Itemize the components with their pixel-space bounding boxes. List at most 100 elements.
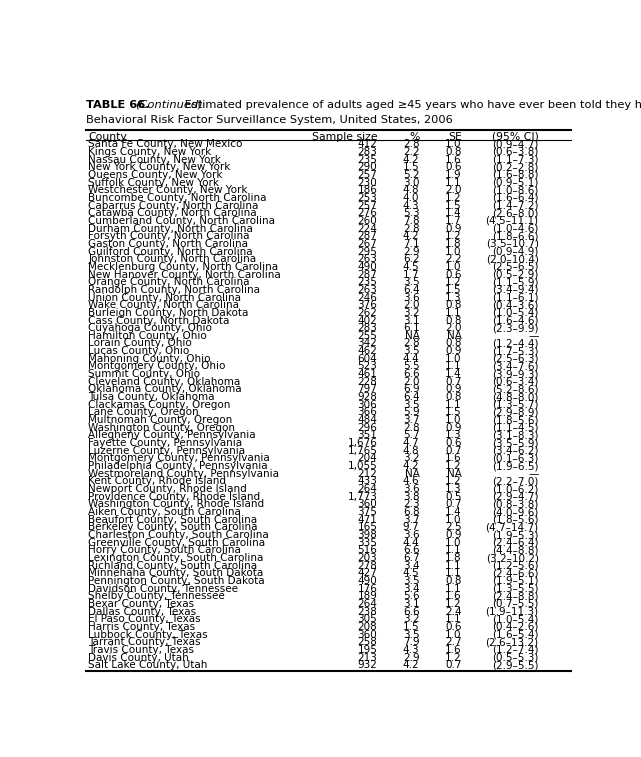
Text: 402: 402: [358, 316, 377, 326]
Text: Harris County, Texas: Harris County, Texas: [88, 622, 196, 632]
Text: (2.2–7.0): (2.2–7.0): [492, 476, 538, 487]
Text: (2.3–9.9): (2.3–9.9): [492, 323, 538, 333]
Text: Providence County, Rhode Island: Providence County, Rhode Island: [88, 492, 260, 502]
Text: Clackamas County, Oregon: Clackamas County, Oregon: [88, 400, 231, 410]
Text: 283: 283: [357, 147, 377, 157]
Text: (0.6–3.4): (0.6–3.4): [492, 377, 538, 387]
Text: 6.6: 6.6: [403, 369, 419, 379]
Text: 376: 376: [357, 301, 377, 310]
Text: Sample size: Sample size: [312, 132, 377, 142]
Text: (0.1–6.3): (0.1–6.3): [492, 453, 538, 463]
Text: (1.8–5.6): (1.8–5.6): [492, 415, 538, 425]
Text: 1.7: 1.7: [403, 269, 419, 279]
Text: NA: NA: [404, 469, 419, 478]
Text: Dallas County, Texas: Dallas County, Texas: [88, 606, 196, 617]
Text: (0.4–3.6): (0.4–3.6): [492, 301, 538, 310]
Text: 3.6: 3.6: [403, 292, 419, 303]
Text: 263: 263: [357, 254, 377, 264]
Text: 1.8: 1.8: [445, 239, 462, 249]
Text: (0.4–2.6): (0.4–2.6): [492, 622, 538, 632]
Text: 1.2: 1.2: [445, 277, 462, 287]
Text: Cleveland County, Oklahoma: Cleveland County, Oklahoma: [88, 377, 240, 387]
Text: 1.1: 1.1: [445, 178, 462, 188]
Text: 212: 212: [357, 469, 377, 478]
Text: (2.9–4.7): (2.9–4.7): [492, 492, 538, 502]
Text: SE: SE: [448, 132, 462, 142]
Text: 2.8: 2.8: [403, 422, 419, 433]
Text: Kings County, New York: Kings County, New York: [88, 147, 212, 157]
Text: 0.9: 0.9: [445, 530, 462, 540]
Text: 433: 433: [357, 476, 377, 487]
Text: 1.2: 1.2: [445, 193, 462, 203]
Text: (1.0–8.6): (1.0–8.6): [492, 185, 538, 195]
Text: 398: 398: [357, 530, 377, 540]
Text: (2.4–6.4): (2.4–6.4): [492, 537, 538, 547]
Text: Tulsa County, Oklahoma: Tulsa County, Oklahoma: [88, 392, 215, 402]
Text: Shelby County, Tennessee: Shelby County, Tennessee: [88, 591, 225, 601]
Text: El Paso County, Texas: El Paso County, Texas: [88, 614, 201, 625]
Text: 4.2: 4.2: [403, 154, 419, 164]
Text: 3.6: 3.6: [403, 530, 419, 540]
Text: 1.3: 1.3: [445, 431, 462, 441]
Text: 228: 228: [357, 377, 377, 387]
Text: 1,055: 1,055: [347, 461, 377, 471]
Text: 238: 238: [357, 606, 377, 617]
Text: 2.2: 2.2: [445, 254, 462, 264]
Text: 257: 257: [357, 201, 377, 210]
Text: Suffolk County, New York: Suffolk County, New York: [88, 178, 219, 188]
Text: (1.9–5.3): (1.9–5.3): [492, 530, 538, 540]
Text: 797: 797: [357, 385, 377, 394]
Text: 0.9: 0.9: [445, 422, 462, 433]
Text: (2.4–6.6): (2.4–6.6): [492, 569, 538, 578]
Text: (1.0–5.4): (1.0–5.4): [492, 614, 538, 625]
Text: 1.9: 1.9: [445, 170, 462, 180]
Text: (95% CI): (95% CI): [492, 132, 538, 142]
Text: Newport County, Rhode Island: Newport County, Rhode Island: [88, 484, 247, 494]
Text: Gaston County, North Carolina: Gaston County, North Carolina: [88, 239, 248, 249]
Text: (0.6–3.8): (0.6–3.8): [492, 147, 538, 157]
Text: 1.0: 1.0: [445, 537, 462, 547]
Text: 1.4: 1.4: [445, 208, 462, 218]
Text: 4.0: 4.0: [403, 193, 419, 203]
Text: (1.2–5.6): (1.2–5.6): [492, 561, 538, 571]
Text: 1.6: 1.6: [445, 645, 462, 655]
Text: 0.7: 0.7: [445, 660, 462, 670]
Text: 523: 523: [357, 362, 377, 372]
Text: Richland County, South Carolina: Richland County, South Carolina: [88, 561, 257, 571]
Text: 4.3: 4.3: [403, 645, 419, 655]
Text: Pennington County, South Dakota: Pennington County, South Dakota: [88, 576, 265, 586]
Text: 283: 283: [357, 323, 377, 333]
Text: 3.1: 3.1: [403, 316, 419, 326]
Text: 186: 186: [357, 185, 377, 195]
Text: 4.2: 4.2: [403, 231, 419, 241]
Text: New York County, New York: New York County, New York: [88, 162, 231, 173]
Text: Mecklenburg County, North Carolina: Mecklenburg County, North Carolina: [88, 262, 278, 272]
Text: 0.6: 0.6: [445, 269, 462, 279]
Text: 1.7: 1.7: [445, 216, 462, 226]
Text: 1.1: 1.1: [445, 584, 462, 593]
Text: 360: 360: [358, 500, 377, 509]
Text: 6.8: 6.8: [403, 507, 419, 517]
Text: Cumberland County, North Carolina: Cumberland County, North Carolina: [88, 216, 275, 226]
Text: 490: 490: [358, 576, 377, 586]
Text: 412: 412: [357, 139, 377, 149]
Text: Beaufort County, South Carolina: Beaufort County, South Carolina: [88, 515, 257, 525]
Text: 305: 305: [358, 614, 377, 625]
Text: 2.8: 2.8: [403, 223, 419, 234]
Text: (1.9–11.3): (1.9–11.3): [485, 606, 538, 617]
Text: Lexington County, South Carolina: Lexington County, South Carolina: [88, 553, 263, 563]
Text: 427: 427: [357, 569, 377, 578]
Text: 0.8: 0.8: [445, 147, 462, 157]
Text: Durham County, North Carolina: Durham County, North Carolina: [88, 223, 253, 234]
Text: 3.2: 3.2: [403, 614, 419, 625]
Text: 213: 213: [357, 653, 377, 662]
Text: 224: 224: [357, 223, 377, 234]
Text: 6.2: 6.2: [403, 254, 419, 264]
Text: (0.9–4.7): (0.9–4.7): [492, 139, 538, 149]
Text: 4.5: 4.5: [403, 569, 419, 578]
Text: 1.1: 1.1: [445, 561, 462, 571]
Text: Davidson County, Tennessee: Davidson County, Tennessee: [88, 584, 238, 593]
Text: (1.8–6.6): (1.8–6.6): [492, 231, 538, 241]
Text: (3.5–5.9): (3.5–5.9): [492, 438, 538, 448]
Text: 516: 516: [357, 545, 377, 556]
